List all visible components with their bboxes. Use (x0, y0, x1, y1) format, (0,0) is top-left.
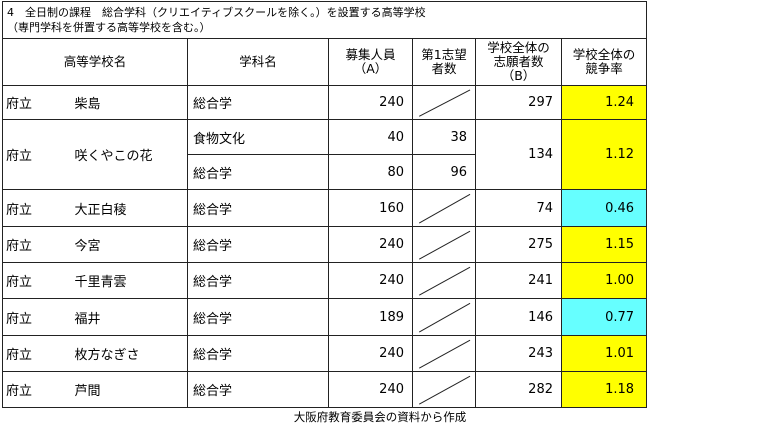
ratio-cell: 1.15 (560, 226, 648, 263)
first-choice-cell (412, 298, 476, 336)
ratio-cell: 1.12 (560, 119, 648, 190)
school-cell: 芦間 (70, 371, 188, 408)
pref-cell: 府立 (2, 262, 71, 299)
school-cell: 今宮 (70, 226, 188, 263)
header-cell: 学校全体の 競争率 (560, 38, 648, 86)
title-line: （専門学科を併置する高等学校を含む。） (7, 21, 211, 34)
ratio-cell: 1.00 (560, 262, 648, 299)
first-choice-cell (412, 189, 476, 227)
applicants-cell: 297 (475, 85, 562, 120)
school-cell: 咲くやこの花 (70, 119, 188, 190)
diagonal (413, 86, 475, 119)
header-cell: 高等学校名 (2, 38, 188, 86)
data-row: 府立 芦間 総合学 240 282 1.18 (2, 371, 648, 408)
header-cell: 募集人員 （A） (328, 38, 413, 86)
diagonal (413, 190, 475, 226)
first-choice-cell: 38 (412, 119, 476, 155)
title-cell: 4 全日制の課程 総合学科（クリエイティブスクールを除く。）を設置する高等学校 （… (1, 1, 648, 39)
capacity-cell: 240 (328, 371, 413, 408)
school-cell: 福井 (70, 298, 188, 336)
capacity-cell: 189 (328, 298, 413, 336)
ratio-cell: 1.01 (560, 335, 648, 372)
data-row: 府立 今宮 総合学 240 275 1.15 (2, 226, 648, 263)
capacity-cell: 240 (328, 85, 413, 120)
table: 4 全日制の課程 総合学科（クリエイティブスクールを除く。）を設置する高等学校 （… (1, 1, 648, 408)
diagonal (413, 336, 475, 371)
title-line: 4 全日制の課程 総合学科（クリエイティブスクールを除く。）を設置する高等学校 (7, 6, 426, 19)
applicants-cell: 134 (475, 119, 562, 190)
data-row: 府立 千里青雲 総合学 240 241 1.00 (2, 262, 648, 299)
department-cell: 総合学 (187, 371, 329, 408)
capacity-cell: 40 (328, 119, 413, 155)
diagonal (413, 299, 475, 335)
department-cell: 総合学 (187, 85, 329, 120)
applicants-cell: 74 (475, 189, 562, 227)
department-cell: 総合学 (187, 154, 329, 190)
school-cell: 柴島 (70, 85, 188, 120)
first-choice-cell (412, 371, 476, 408)
first-choice-cell (412, 262, 476, 299)
pref-cell: 府立 (2, 189, 71, 227)
school-cell: 大正白稜 (70, 189, 188, 227)
diagonal (413, 372, 475, 407)
pref-cell: 府立 (2, 371, 71, 408)
school-cell: 枚方なぎさ (70, 335, 188, 372)
pref-cell: 府立 (2, 85, 71, 120)
first-choice-cell (412, 85, 476, 120)
applicants-cell: 146 (475, 298, 562, 336)
applicants-cell: 275 (475, 226, 562, 263)
capacity-cell: 80 (328, 154, 413, 190)
department-cell: 総合学 (187, 298, 329, 336)
ratio-cell: 1.24 (560, 85, 648, 120)
footer: 大阪府教育委員会の資料から作成 (293, 410, 467, 424)
first-choice-cell (412, 335, 476, 372)
table-wrap: 4 全日制の課程 総合学科（クリエイティブスクールを除く。）を設置する高等学校 （… (1, 1, 648, 408)
applicants-cell: 282 (475, 371, 562, 408)
department-cell: 総合学 (187, 335, 329, 372)
ratio-cell: 1.18 (560, 371, 648, 408)
pref-cell: 府立 (2, 335, 71, 372)
diagonal (413, 227, 475, 262)
capacity-cell: 240 (328, 226, 413, 263)
capacity-cell: 160 (328, 189, 413, 227)
ratio-cell: 0.77 (560, 298, 648, 336)
title-row: 4 全日制の課程 総合学科（クリエイティブスクールを除く。）を設置する高等学校 （… (1, 1, 648, 39)
data-row: 総合学 80 96 (3, 154, 647, 190)
capacity-cell: 240 (328, 262, 413, 299)
header-row: 高等学校名 学科名 募集人員 （A） 第1志望 者数 学校全体の 志願者数 （B） 学校全… (2, 38, 648, 86)
applicants-cell: 241 (475, 262, 562, 299)
header-cell: 学校全体の 志願者数 （B） (475, 38, 562, 86)
ratio-cell: 0.46 (560, 189, 648, 227)
first-choice-cell: 96 (412, 154, 476, 190)
data-row: 府立 柴島 総合学 240 297 1.24 (2, 85, 648, 120)
data-row: 府立 福井 総合学 189 146 0.77 (2, 298, 648, 336)
department-cell: 総合学 (187, 226, 329, 263)
school-cell: 千里青雲 (70, 262, 188, 299)
pref-cell: 府立 (2, 119, 71, 190)
data-row: 府立 大正白稜 総合学 160 74 0.46 (2, 189, 648, 227)
department-cell: 総合学 (187, 262, 329, 299)
data-row: 府立 咲くやこの花 食物文化 40 38 134 1.12 (2, 119, 648, 190)
diagonal (413, 263, 475, 298)
pref-cell: 府立 (2, 226, 71, 263)
header-cell: 学科名 (187, 38, 329, 86)
capacity-cell: 240 (328, 335, 413, 372)
applicants-cell: 243 (475, 335, 562, 372)
first-choice-cell (412, 226, 476, 263)
pref-cell: 府立 (2, 298, 71, 336)
data-row: 府立 枚方なぎさ 総合学 240 243 1.01 (2, 335, 648, 372)
header-cell: 第1志望 者数 (412, 38, 476, 86)
department-cell: 食物文化 (187, 119, 329, 155)
department-cell: 総合学 (187, 189, 329, 227)
